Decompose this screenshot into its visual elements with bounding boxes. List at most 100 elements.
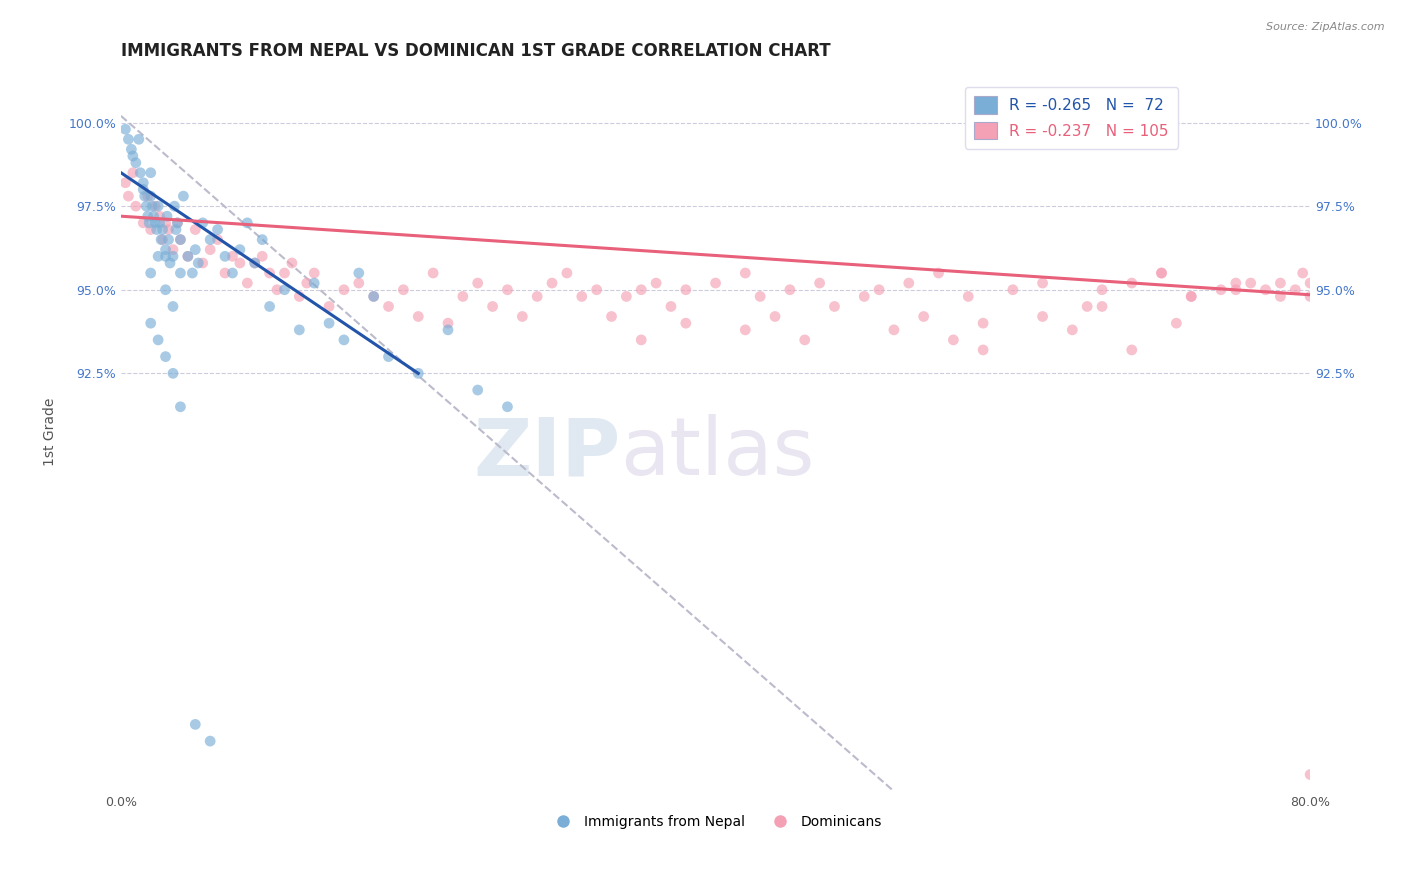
Point (541, 276, 564, 290)
Text: Source: ZipAtlas.com: Source: ZipAtlas.com (1267, 22, 1385, 32)
Point (422, 266, 444, 280)
Point (155, 216, 177, 230)
Point (236, 276, 259, 290)
Point (318, 300, 340, 314)
Point (198, 243, 221, 257)
Point (143, 199, 166, 213)
Point (526, 289, 548, 303)
Point (1076, 300, 1098, 314)
Point (1270, 276, 1292, 290)
Point (250, 249, 273, 263)
Point (184, 717, 207, 731)
Point (779, 283, 801, 297)
Point (1001, 283, 1024, 297)
Point (125, 199, 148, 213)
Point (187, 256, 209, 270)
Point (585, 283, 607, 297)
Point (333, 333, 356, 347)
Point (128, 132, 150, 146)
Point (149, 209, 172, 223)
Point (138, 216, 160, 230)
Point (156, 209, 179, 223)
Point (114, 122, 136, 136)
Point (406, 367, 429, 381)
Point (117, 132, 139, 146)
Point (266, 283, 288, 297)
Point (236, 216, 259, 230)
Point (600, 310, 623, 324)
Point (808, 276, 831, 290)
Point (169, 233, 191, 247)
Point (749, 289, 772, 303)
Point (214, 266, 236, 280)
Point (169, 233, 191, 247)
Point (141, 199, 163, 213)
Point (207, 233, 229, 247)
Point (942, 333, 965, 347)
Point (152, 233, 174, 247)
Point (496, 400, 519, 414)
Point (169, 266, 191, 280)
Point (146, 249, 169, 263)
Point (853, 289, 876, 303)
Point (1180, 289, 1202, 303)
Point (437, 323, 460, 337)
Text: ZIP: ZIP (474, 415, 620, 492)
Point (467, 383, 489, 397)
Point (1299, 767, 1322, 781)
Point (243, 256, 266, 270)
Point (198, 734, 221, 748)
Point (437, 316, 460, 330)
Point (142, 209, 165, 223)
Point (571, 289, 593, 303)
Legend: Immigrants from Nepal, Dominicans: Immigrants from Nepal, Dominicans (544, 810, 887, 835)
Text: atlas: atlas (620, 415, 815, 492)
Point (957, 289, 980, 303)
Point (347, 276, 370, 290)
Point (146, 333, 169, 347)
Point (273, 283, 295, 297)
Point (333, 283, 356, 297)
Point (229, 243, 252, 257)
Point (191, 256, 214, 270)
Point (145, 222, 167, 236)
Point (121, 149, 143, 163)
Point (302, 276, 325, 290)
Point (481, 300, 503, 314)
Point (162, 243, 184, 257)
Point (162, 249, 184, 263)
Point (165, 222, 187, 236)
Point (139, 266, 162, 280)
Point (288, 289, 311, 303)
Point (763, 310, 786, 324)
Point (1284, 283, 1306, 297)
Point (146, 199, 169, 213)
Point (184, 222, 207, 236)
Point (132, 182, 155, 196)
Point (150, 233, 173, 247)
Point (318, 316, 340, 330)
Point (1254, 283, 1277, 297)
Point (139, 222, 162, 236)
Point (1121, 276, 1143, 290)
Y-axis label: 1st Grade: 1st Grade (44, 398, 58, 466)
Point (675, 316, 697, 330)
Point (451, 289, 474, 303)
Point (972, 316, 994, 330)
Point (129, 166, 152, 180)
Point (377, 300, 399, 314)
Point (1209, 283, 1232, 297)
Point (912, 310, 935, 324)
Point (135, 199, 157, 213)
Point (117, 189, 139, 203)
Point (1299, 289, 1322, 303)
Point (1091, 300, 1114, 314)
Point (166, 216, 188, 230)
Point (377, 350, 399, 364)
Point (155, 283, 177, 297)
Point (136, 209, 159, 223)
Point (259, 300, 281, 314)
Point (136, 189, 159, 203)
Point (614, 289, 637, 303)
Point (1062, 323, 1084, 337)
